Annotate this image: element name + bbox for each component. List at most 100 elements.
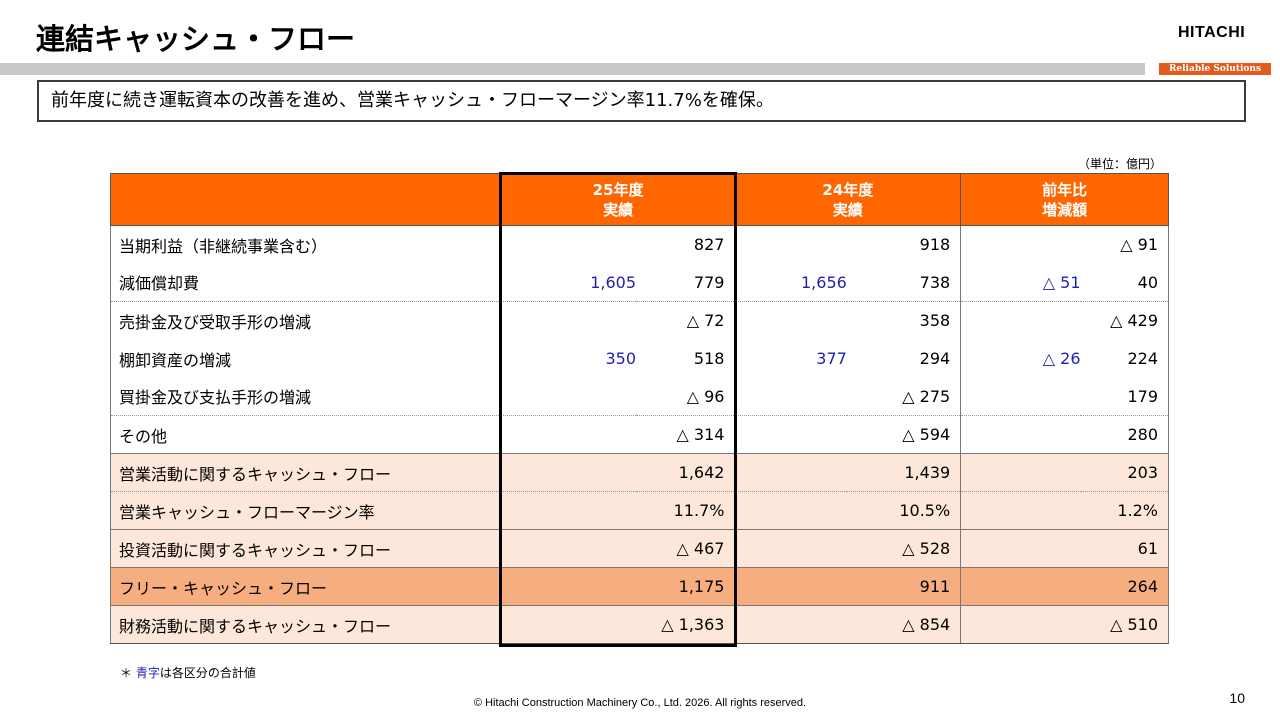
fy24-value: △ 854 xyxy=(846,605,962,644)
change-subtotal xyxy=(960,415,1081,454)
table-row: 投資活動に関するキャッシュ・フロー △ 467 △ 528 61 xyxy=(110,529,1169,568)
table-row: 営業キャッシュ・フローマージン率 11.7% 10.5% 1.2% xyxy=(110,491,1169,530)
fy24-value: △ 528 xyxy=(846,529,962,568)
change-subtotal xyxy=(960,377,1081,416)
change-value: 203 xyxy=(1080,453,1169,492)
fy24-subtotal: 1,656 xyxy=(734,263,847,302)
fy24-subtotal xyxy=(734,567,847,606)
row-label: 営業キャッシュ・フローマージン率 xyxy=(110,491,502,530)
fy25-subtotal xyxy=(501,453,637,492)
table-row: その他 △ 314 △ 594 280 xyxy=(110,415,1169,454)
footnote-prefix: ＊ xyxy=(120,666,136,680)
page-title: 連結キャッシュ・フロー xyxy=(36,22,356,56)
table-row: 棚卸資産の増減 350 518 377 294 △ 26 224 xyxy=(110,339,1169,378)
change-subtotal xyxy=(960,605,1081,644)
fy25-value: △ 96 xyxy=(636,377,736,416)
fy24-subtotal xyxy=(734,377,847,416)
cash-flow-table: 25年度 実績 24年度 実績 前年比 増減額 当期利益（非継続事業含む） 82… xyxy=(110,173,1169,644)
fy25-value: 827 xyxy=(636,225,736,264)
fy24-value: 918 xyxy=(846,225,962,264)
fy25-value: △ 1,363 xyxy=(636,605,736,644)
fy25-value: 518 xyxy=(636,339,736,378)
change-value: 1.2% xyxy=(1080,491,1169,530)
fy25-subtotal xyxy=(501,491,637,530)
change-subtotal xyxy=(960,491,1081,530)
header-change-line1: 前年比 xyxy=(1042,180,1088,199)
fy25-value: △ 314 xyxy=(636,415,736,454)
header-fy25: 25年度 実績 xyxy=(500,173,736,226)
table-row: 減価償却費 1,605 779 1,656 738 △ 51 40 xyxy=(110,263,1169,302)
header-blank xyxy=(110,173,502,226)
row-label: その他 xyxy=(110,415,502,454)
change-value: △ 429 xyxy=(1080,301,1169,340)
header-change: 前年比 増減額 xyxy=(960,173,1169,226)
footnote-blue-text: 青字 xyxy=(135,666,160,680)
row-label: 買掛金及び支払手形の増減 xyxy=(110,377,502,416)
change-subtotal xyxy=(961,226,1081,264)
row-label: 投資活動に関するキャッシュ・フロー xyxy=(110,529,502,568)
table-header-row: 25年度 実績 24年度 実績 前年比 増減額 xyxy=(110,173,1169,226)
fy24-subtotal xyxy=(735,226,847,264)
fy25-value: 11.7% xyxy=(636,491,736,530)
change-value: 280 xyxy=(1080,415,1169,454)
header-fy24-line2: 実績 xyxy=(832,200,863,219)
header-fy24: 24年度 実績 xyxy=(734,173,962,226)
change-subtotal xyxy=(960,529,1081,568)
fy24-value: 1,439 xyxy=(846,453,962,492)
footnote: ＊ 青字は各区分の合計値 xyxy=(120,664,256,681)
fy25-subtotal xyxy=(501,415,637,454)
fy25-subtotal xyxy=(501,529,637,568)
change-value: 61 xyxy=(1080,529,1169,568)
summary-box: 前年度に続き運転資本の改善を進め、営業キャッシュ・フローマージン率11.7%を確… xyxy=(37,80,1246,122)
copyright: © Hitachi Construction Machinery Co., Lt… xyxy=(473,697,807,709)
fy24-value: 10.5% xyxy=(846,491,962,530)
fy25-subtotal xyxy=(501,226,636,264)
table-row: 売掛金及び受取手形の増減 △ 72 358 △ 429 xyxy=(110,301,1169,340)
fy24-subtotal xyxy=(734,415,847,454)
row-label: 財務活動に関するキャッシュ・フロー xyxy=(110,605,502,644)
change-value: 224 xyxy=(1080,339,1169,378)
fy24-value: 358 xyxy=(846,301,962,340)
row-label: 棚卸資産の増減 xyxy=(110,339,502,378)
fy24-subtotal xyxy=(734,529,847,568)
row-label: 営業活動に関するキャッシュ・フロー xyxy=(110,453,502,492)
change-value: △ 510 xyxy=(1080,605,1169,644)
table-row: 営業活動に関するキャッシュ・フロー 1,642 1,439 203 xyxy=(110,453,1169,492)
page-number: 10 xyxy=(1229,690,1245,706)
table-row: 財務活動に関するキャッシュ・フロー △ 1,363 △ 854 △ 510 xyxy=(110,605,1169,644)
fy25-value: 779 xyxy=(636,263,736,302)
change-value: △ 91 xyxy=(1080,225,1169,264)
table-row: フリー・キャッシュ・フロー 1,175 911 264 xyxy=(110,567,1169,606)
change-subtotal: △ 26 xyxy=(1042,349,1081,368)
row-label: 減価償却費 xyxy=(110,263,502,302)
fy24-value: △ 594 xyxy=(846,415,962,454)
fy24-value: 294 xyxy=(846,339,962,378)
fy24-subtotal: 377 xyxy=(816,349,847,368)
fy25-value: △ 467 xyxy=(636,529,736,568)
fy25-subtotal xyxy=(501,567,637,606)
change-value: 40 xyxy=(1080,263,1169,302)
header-fy25-line1: 25年度 xyxy=(592,180,644,199)
fy24-subtotal xyxy=(734,453,847,492)
hitachi-logo: HITACHI xyxy=(1178,24,1246,41)
change-value: 264 xyxy=(1080,567,1169,606)
header-change-line2: 増減額 xyxy=(1042,200,1088,219)
row-label: 売掛金及び受取手形の増減 xyxy=(110,301,502,340)
change-subtotal xyxy=(960,567,1081,606)
row-label: フリー・キャッシュ・フロー xyxy=(110,567,502,606)
fy25-subtotal: 1,605 xyxy=(501,263,637,302)
row-label: 当期利益（非継続事業含む） xyxy=(110,225,502,264)
fy25-value: 1,642 xyxy=(636,453,736,492)
fy24-subtotal xyxy=(734,605,847,644)
footnote-suffix: は各区分の合計値 xyxy=(159,666,256,680)
title-rule xyxy=(0,63,1145,75)
fy24-value: 738 xyxy=(846,263,962,302)
change-subtotal: △ 51 xyxy=(960,263,1081,302)
unit-label: （単位：億円） xyxy=(1077,157,1162,171)
fy25-subtotal xyxy=(501,605,637,644)
fy25-subtotal xyxy=(501,302,636,340)
fy25-value: △ 72 xyxy=(636,301,736,340)
table-row: 当期利益（非継続事業含む） 827 918 △ 91 xyxy=(110,225,1169,264)
change-subtotal xyxy=(961,302,1081,340)
fy24-subtotal xyxy=(734,491,847,530)
